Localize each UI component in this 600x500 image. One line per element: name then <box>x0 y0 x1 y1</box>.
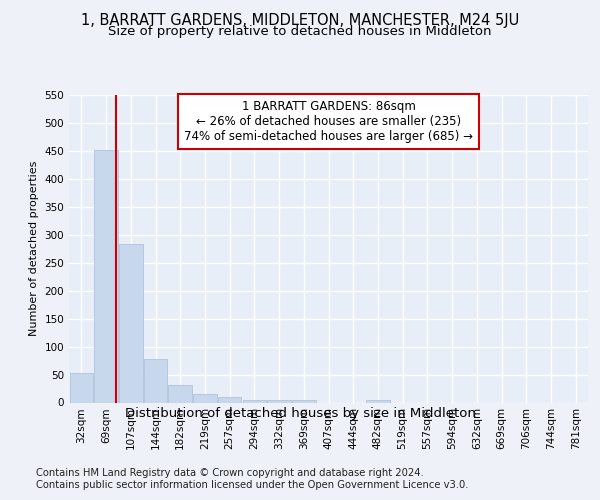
Bar <box>218 397 241 402</box>
Bar <box>242 400 266 402</box>
Bar <box>70 374 93 402</box>
Bar <box>119 244 143 402</box>
Bar <box>193 394 217 402</box>
Bar <box>169 384 192 402</box>
Text: Contains HM Land Registry data © Crown copyright and database right 2024.: Contains HM Land Registry data © Crown c… <box>36 468 424 477</box>
Text: Size of property relative to detached houses in Middleton: Size of property relative to detached ho… <box>108 25 492 38</box>
Text: 1 BARRATT GARDENS: 86sqm
← 26% of detached houses are smaller (235)
74% of semi-: 1 BARRATT GARDENS: 86sqm ← 26% of detach… <box>184 100 473 142</box>
Bar <box>366 400 389 402</box>
Bar <box>94 150 118 403</box>
Text: 1, BARRATT GARDENS, MIDDLETON, MANCHESTER, M24 5JU: 1, BARRATT GARDENS, MIDDLETON, MANCHESTE… <box>81 12 519 28</box>
Bar <box>292 400 316 402</box>
Bar <box>144 360 167 403</box>
Bar <box>268 400 291 402</box>
Text: Contains public sector information licensed under the Open Government Licence v3: Contains public sector information licen… <box>36 480 469 490</box>
Y-axis label: Number of detached properties: Number of detached properties <box>29 161 39 336</box>
Text: Distribution of detached houses by size in Middleton: Distribution of detached houses by size … <box>125 408 475 420</box>
